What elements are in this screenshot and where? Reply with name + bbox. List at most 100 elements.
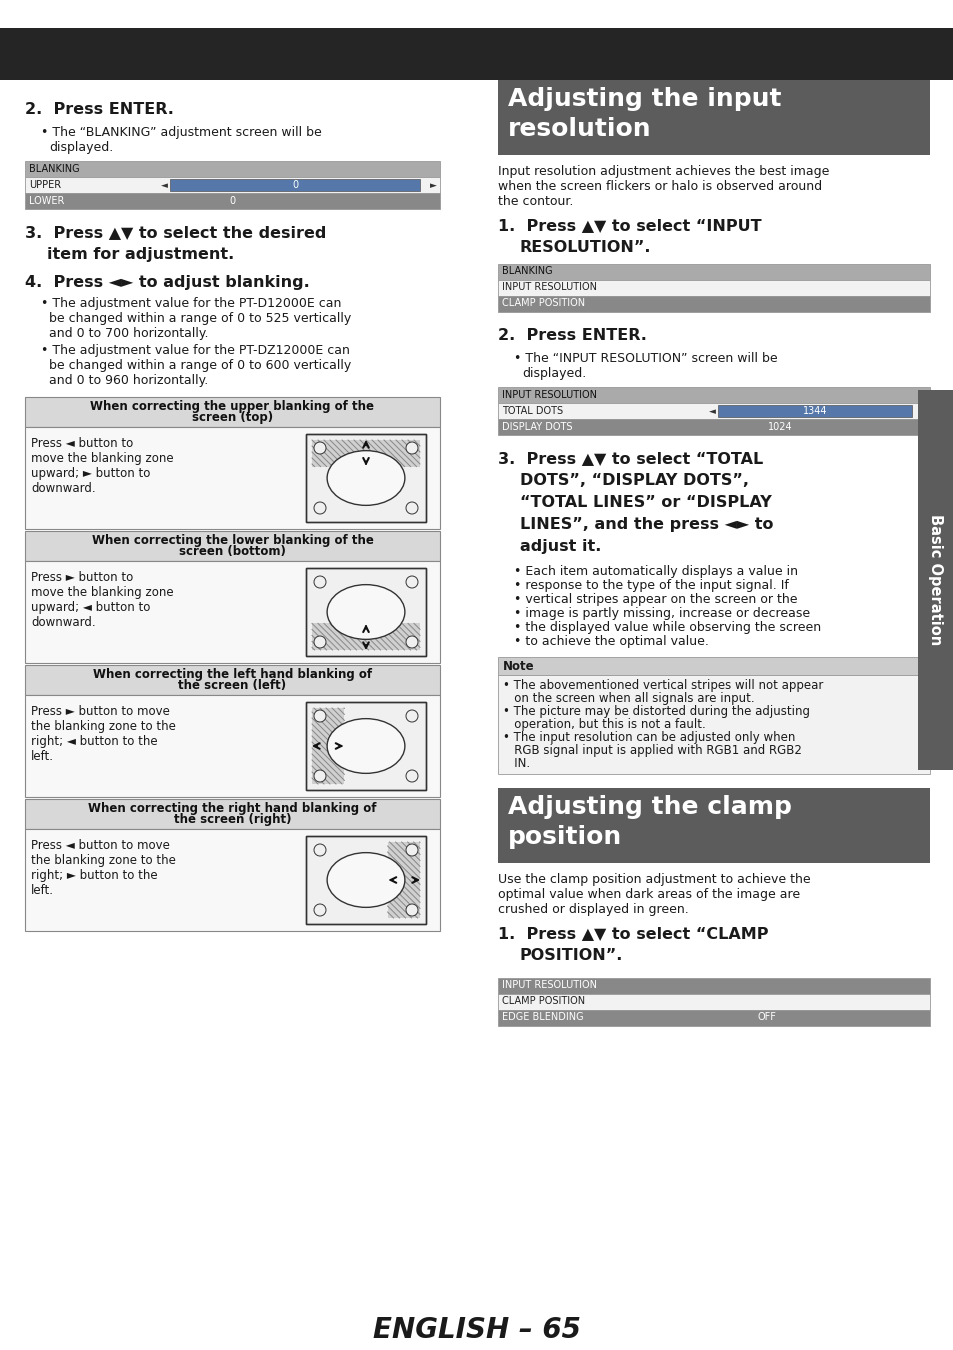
- Text: ◄: ◄: [160, 181, 168, 190]
- Ellipse shape: [327, 853, 404, 907]
- Text: optimal value when dark areas of the image are: optimal value when dark areas of the ima…: [497, 888, 800, 900]
- Text: position: position: [507, 825, 621, 849]
- Bar: [306, 433, 426, 522]
- Bar: [25, 161, 439, 177]
- Text: item for adjustment.: item for adjustment.: [47, 247, 234, 262]
- Text: 0: 0: [230, 196, 235, 205]
- Text: LINES”, and the press ◄► to: LINES”, and the press ◄► to: [519, 517, 773, 532]
- Text: • vertical stripes appear on the screen or the: • vertical stripes appear on the screen …: [514, 593, 797, 606]
- Bar: [497, 265, 929, 279]
- Text: BLANKING: BLANKING: [501, 266, 552, 277]
- Text: resolution: resolution: [507, 117, 651, 140]
- Text: LOWER: LOWER: [29, 196, 64, 205]
- Text: EDGE BLENDING: EDGE BLENDING: [501, 1012, 583, 1022]
- Text: CLAMP POSITION: CLAMP POSITION: [501, 298, 584, 309]
- Text: left.: left.: [30, 884, 54, 896]
- Text: upward; ◄ button to: upward; ◄ button to: [30, 601, 151, 614]
- Text: adjust it.: adjust it.: [519, 539, 600, 553]
- Bar: [497, 387, 929, 404]
- Bar: [25, 177, 439, 193]
- Text: move the blanking zone: move the blanking zone: [30, 452, 173, 464]
- Text: ►: ►: [429, 181, 436, 190]
- Ellipse shape: [327, 718, 404, 774]
- Bar: [306, 568, 426, 656]
- Text: When correcting the left hand blanking of: When correcting the left hand blanking o…: [92, 668, 372, 680]
- Bar: [497, 80, 929, 155]
- Text: Press ► button to move: Press ► button to move: [30, 705, 170, 718]
- Text: 4.  Press ◄► to adjust blanking.: 4. Press ◄► to adjust blanking.: [25, 275, 310, 290]
- Text: • The adjustment value for the PT-D12000E can: • The adjustment value for the PT-D12000…: [41, 297, 341, 310]
- Circle shape: [406, 576, 417, 589]
- Bar: [917, 390, 953, 770]
- Bar: [312, 624, 419, 649]
- Text: CLAMP POSITION: CLAMP POSITION: [501, 996, 584, 1007]
- Bar: [25, 799, 439, 829]
- Text: • The “BLANKING” adjustment screen will be: • The “BLANKING” adjustment screen will …: [41, 126, 321, 139]
- Circle shape: [406, 636, 417, 648]
- Text: Adjusting the clamp: Adjusting the clamp: [507, 795, 791, 819]
- Text: crushed or displayed in green.: crushed or displayed in green.: [497, 903, 688, 917]
- Text: 2.  Press ENTER.: 2. Press ENTER.: [497, 328, 646, 343]
- Text: and 0 to 700 horizontally.: and 0 to 700 horizontally.: [49, 327, 209, 340]
- Text: 1.  Press ▲▼ to select “INPUT: 1. Press ▲▼ to select “INPUT: [497, 217, 760, 234]
- Text: BLANKING: BLANKING: [29, 163, 79, 174]
- Circle shape: [406, 710, 417, 722]
- Bar: [25, 829, 439, 931]
- Text: 2.  Press ENTER.: 2. Press ENTER.: [25, 103, 173, 117]
- Circle shape: [314, 710, 326, 722]
- Text: • The adjustment value for the PT-DZ12000E can: • The adjustment value for the PT-DZ1200…: [41, 344, 350, 356]
- Circle shape: [406, 502, 417, 514]
- Text: • The “INPUT RESOLUTION” screen will be: • The “INPUT RESOLUTION” screen will be: [514, 352, 777, 365]
- Text: • to achieve the optimal value.: • to achieve the optimal value.: [514, 634, 708, 648]
- Text: • response to the type of the input signal. If: • response to the type of the input sign…: [514, 579, 788, 593]
- Text: right; ◄ button to the: right; ◄ button to the: [30, 734, 157, 748]
- Bar: [25, 397, 439, 427]
- Text: screen (bottom): screen (bottom): [179, 545, 286, 558]
- Text: • Each item automatically displays a value in: • Each item automatically displays a val…: [514, 566, 797, 578]
- Bar: [25, 531, 439, 562]
- Circle shape: [406, 441, 417, 454]
- Bar: [312, 707, 344, 784]
- Circle shape: [406, 904, 417, 917]
- Text: INPUT RESOLUTION: INPUT RESOLUTION: [501, 390, 597, 400]
- Text: screen (top): screen (top): [192, 410, 273, 424]
- Text: right; ► button to the: right; ► button to the: [30, 869, 157, 882]
- Circle shape: [406, 769, 417, 782]
- Bar: [25, 666, 439, 695]
- Circle shape: [314, 502, 326, 514]
- Text: the screen (left): the screen (left): [178, 679, 286, 693]
- Text: POSITION”.: POSITION”.: [519, 948, 622, 963]
- Circle shape: [314, 441, 326, 454]
- Text: the screen (right): the screen (right): [173, 813, 291, 826]
- Text: displayed.: displayed.: [521, 367, 586, 379]
- Text: be changed within a range of 0 to 600 vertically: be changed within a range of 0 to 600 ve…: [49, 359, 351, 373]
- Text: When correcting the upper blanking of the: When correcting the upper blanking of th…: [91, 400, 375, 413]
- Text: • The abovementioned vertical stripes will not appear: • The abovementioned vertical stripes wi…: [502, 679, 822, 693]
- Text: • the displayed value while observing the screen: • the displayed value while observing th…: [514, 621, 821, 634]
- Bar: [306, 702, 426, 790]
- Bar: [170, 180, 419, 190]
- Text: When correcting the lower blanking of the: When correcting the lower blanking of th…: [91, 535, 373, 547]
- Circle shape: [314, 904, 326, 917]
- Text: move the blanking zone: move the blanking zone: [30, 586, 173, 599]
- Text: • The input resolution can be adjusted only when: • The input resolution can be adjusted o…: [502, 730, 795, 744]
- Text: 1344: 1344: [801, 405, 826, 416]
- Text: • image is partly missing, increase or decrease: • image is partly missing, increase or d…: [514, 608, 809, 620]
- Text: Press ◄ button to move: Press ◄ button to move: [30, 838, 170, 852]
- Text: the blanking zone to the: the blanking zone to the: [30, 720, 175, 733]
- Ellipse shape: [327, 451, 404, 505]
- Bar: [306, 568, 426, 656]
- Bar: [306, 836, 426, 923]
- Bar: [497, 418, 929, 435]
- Bar: [497, 994, 929, 1010]
- Text: 3.  Press ▲▼ to select the desired: 3. Press ▲▼ to select the desired: [25, 225, 326, 240]
- Text: IN.: IN.: [502, 757, 530, 769]
- Text: the contour.: the contour.: [497, 194, 573, 208]
- Text: operation, but this is not a fault.: operation, but this is not a fault.: [502, 718, 705, 730]
- Text: Use the clamp position adjustment to achieve the: Use the clamp position adjustment to ach…: [497, 873, 810, 886]
- Text: on the screen when all signals are input.: on the screen when all signals are input…: [502, 693, 754, 705]
- Bar: [25, 695, 439, 796]
- Text: Adjusting the input: Adjusting the input: [507, 86, 781, 111]
- Text: TOTAL DOTS: TOTAL DOTS: [501, 405, 562, 416]
- Text: OFF: OFF: [758, 1012, 776, 1022]
